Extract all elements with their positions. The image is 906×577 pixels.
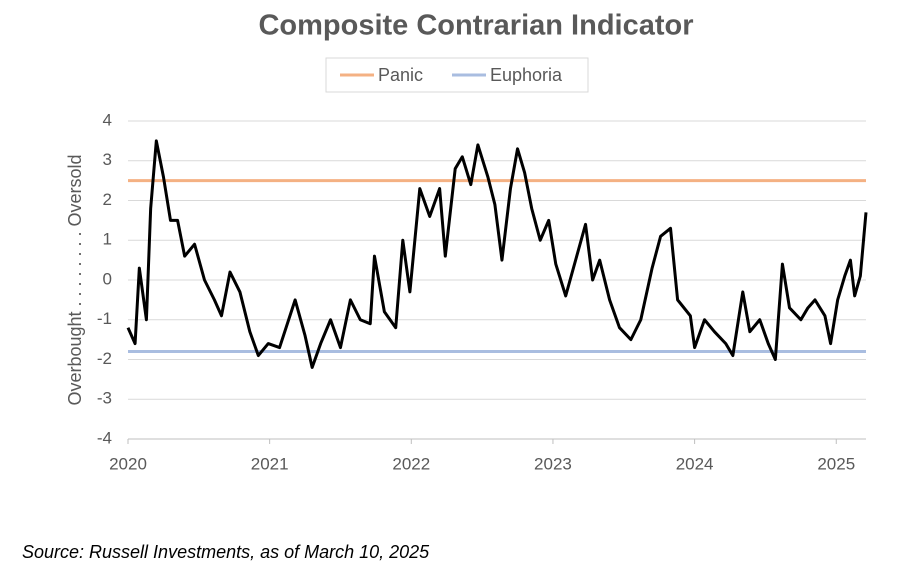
data-line	[126, 139, 868, 369]
legend-label: Euphoria	[490, 65, 563, 85]
x-tick-label: 2024	[676, 454, 714, 473]
y-tick-label: -4	[97, 428, 112, 447]
y-tick-label: 4	[103, 110, 112, 129]
y-tick-label: 3	[103, 150, 112, 169]
y-tick-label: 2	[103, 190, 112, 209]
y-tick-label: 1	[103, 230, 112, 249]
chart-title: Composite Contrarian Indicator	[258, 10, 693, 42]
y-tick-label: -3	[97, 389, 112, 408]
x-tick-label: 2021	[251, 454, 289, 473]
x-tick-label: 2022	[392, 454, 430, 473]
y-tick-label: -2	[97, 349, 112, 368]
x-tick-label: 2025	[817, 454, 855, 473]
y-tick-label: -1	[97, 309, 112, 328]
x-tick-label: 2020	[109, 454, 147, 473]
y-tick-label: 0	[103, 269, 112, 288]
y-axis-label: Overbought . . . . . . . . Oversold	[65, 154, 85, 405]
source: Source: Russell Investments, as of March…	[22, 542, 430, 562]
legend-label: Panic	[378, 65, 423, 85]
x-tick-label: 2023	[534, 454, 572, 473]
